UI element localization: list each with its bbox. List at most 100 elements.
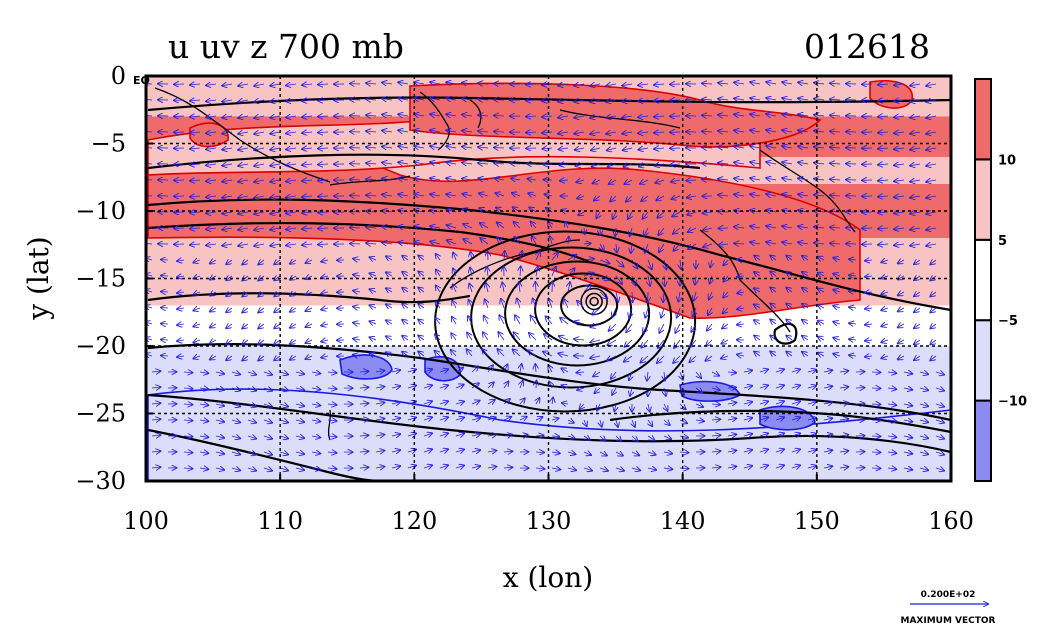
colorbar-tick-label: −5 bbox=[998, 314, 1018, 329]
wind-vector bbox=[258, 292, 265, 297]
wind-vector bbox=[295, 420, 304, 422]
wind-vector bbox=[418, 352, 425, 357]
wind-vector bbox=[707, 323, 712, 331]
wind-vector bbox=[786, 352, 793, 356]
wind-vector bbox=[375, 419, 384, 421]
wind-vector bbox=[718, 179, 729, 180]
wind-vector bbox=[750, 178, 761, 180]
wind-vector bbox=[206, 164, 217, 165]
wind-vector bbox=[734, 194, 745, 196]
wind-vector bbox=[630, 227, 632, 236]
wind-vector bbox=[802, 352, 809, 356]
wind-vector bbox=[446, 162, 457, 164]
wind-vector bbox=[622, 100, 633, 102]
wind-vector bbox=[497, 222, 505, 229]
wind-vector bbox=[242, 324, 249, 329]
wind-vector bbox=[302, 228, 313, 229]
wind-vector bbox=[231, 452, 240, 454]
wind-vector bbox=[930, 324, 937, 328]
wind-vector bbox=[455, 450, 464, 453]
wind-vector bbox=[502, 283, 504, 293]
wind-vector bbox=[718, 131, 729, 132]
wind-vector bbox=[695, 388, 702, 393]
wind-vector bbox=[782, 226, 793, 228]
wind-vector bbox=[584, 227, 585, 234]
wind-vector bbox=[151, 403, 160, 404]
wind-vector bbox=[531, 316, 537, 325]
wind-vector bbox=[737, 292, 745, 293]
wind-vector bbox=[238, 164, 249, 166]
wind-vector bbox=[327, 436, 336, 437]
wind-vector bbox=[258, 308, 265, 313]
wind-vector bbox=[263, 420, 272, 423]
wind-vector bbox=[638, 132, 649, 133]
wind-vector bbox=[750, 98, 761, 100]
wind-vector bbox=[629, 307, 632, 318]
wind-vector bbox=[254, 100, 265, 102]
wind-vector bbox=[533, 299, 536, 309]
wind-vector bbox=[782, 242, 793, 244]
wind-vector bbox=[798, 162, 809, 164]
wind-vector bbox=[642, 339, 649, 348]
wind-vector bbox=[183, 420, 192, 421]
wind-vector bbox=[560, 180, 569, 181]
wind-vector bbox=[594, 196, 601, 201]
wind-vector bbox=[199, 420, 208, 421]
cyclone-contour bbox=[589, 296, 599, 307]
wind-vector bbox=[382, 99, 393, 101]
wind-vector bbox=[302, 132, 313, 133]
wind-vector bbox=[311, 436, 320, 438]
wind-vector bbox=[766, 162, 777, 164]
wind-vector bbox=[630, 387, 632, 396]
wind-vector bbox=[242, 260, 249, 265]
wind-vector bbox=[910, 116, 921, 118]
wind-vector bbox=[222, 180, 233, 182]
wind-vector bbox=[695, 420, 704, 421]
wind-vector bbox=[807, 386, 816, 388]
wind-vector bbox=[814, 179, 825, 180]
wind-vector bbox=[353, 307, 361, 308]
wind-vector bbox=[494, 163, 505, 164]
wind-vector bbox=[638, 148, 649, 150]
wind-vector bbox=[615, 259, 624, 267]
wind-vector bbox=[193, 356, 201, 359]
vector-scale-key: 0.200E+02 MAXIMUM VECTOR bbox=[900, 590, 995, 626]
wind-vector bbox=[520, 398, 525, 405]
wind-vector bbox=[391, 386, 400, 388]
wind-vector bbox=[631, 436, 638, 441]
wind-vector bbox=[576, 372, 585, 373]
wind-vector bbox=[766, 226, 777, 228]
wind-vector bbox=[382, 147, 393, 149]
wind-vector bbox=[680, 387, 684, 395]
wind-vector bbox=[734, 227, 745, 228]
wind-vector bbox=[791, 369, 800, 372]
wind-vector bbox=[318, 196, 329, 197]
wind-vector bbox=[930, 356, 937, 360]
wind-vector bbox=[471, 418, 480, 420]
wind-vector bbox=[398, 114, 409, 116]
wind-vector bbox=[830, 195, 841, 196]
wind-vector bbox=[231, 420, 240, 422]
wind-vector bbox=[190, 196, 201, 197]
wind-vector bbox=[910, 228, 921, 230]
wind-vector bbox=[881, 340, 889, 342]
wind-vector bbox=[423, 449, 432, 452]
wind-vector bbox=[593, 372, 601, 376]
wind-vector bbox=[402, 288, 409, 292]
wind-vector bbox=[470, 268, 472, 277]
wind-vector bbox=[849, 259, 857, 260]
wind-vector bbox=[647, 371, 648, 381]
wind-vector bbox=[526, 116, 537, 117]
wind-vector bbox=[446, 114, 457, 116]
wind-vector bbox=[254, 244, 265, 246]
wind-vector bbox=[513, 349, 521, 357]
wind-vector bbox=[734, 98, 745, 100]
wind-vector bbox=[302, 196, 313, 197]
wind-vector bbox=[263, 404, 272, 407]
wind-vector bbox=[543, 352, 553, 356]
wind-vector bbox=[446, 194, 457, 196]
wind-vector bbox=[382, 243, 393, 245]
wind-vector bbox=[302, 180, 313, 181]
wind-vector bbox=[151, 451, 160, 452]
wind-vector bbox=[600, 243, 604, 251]
